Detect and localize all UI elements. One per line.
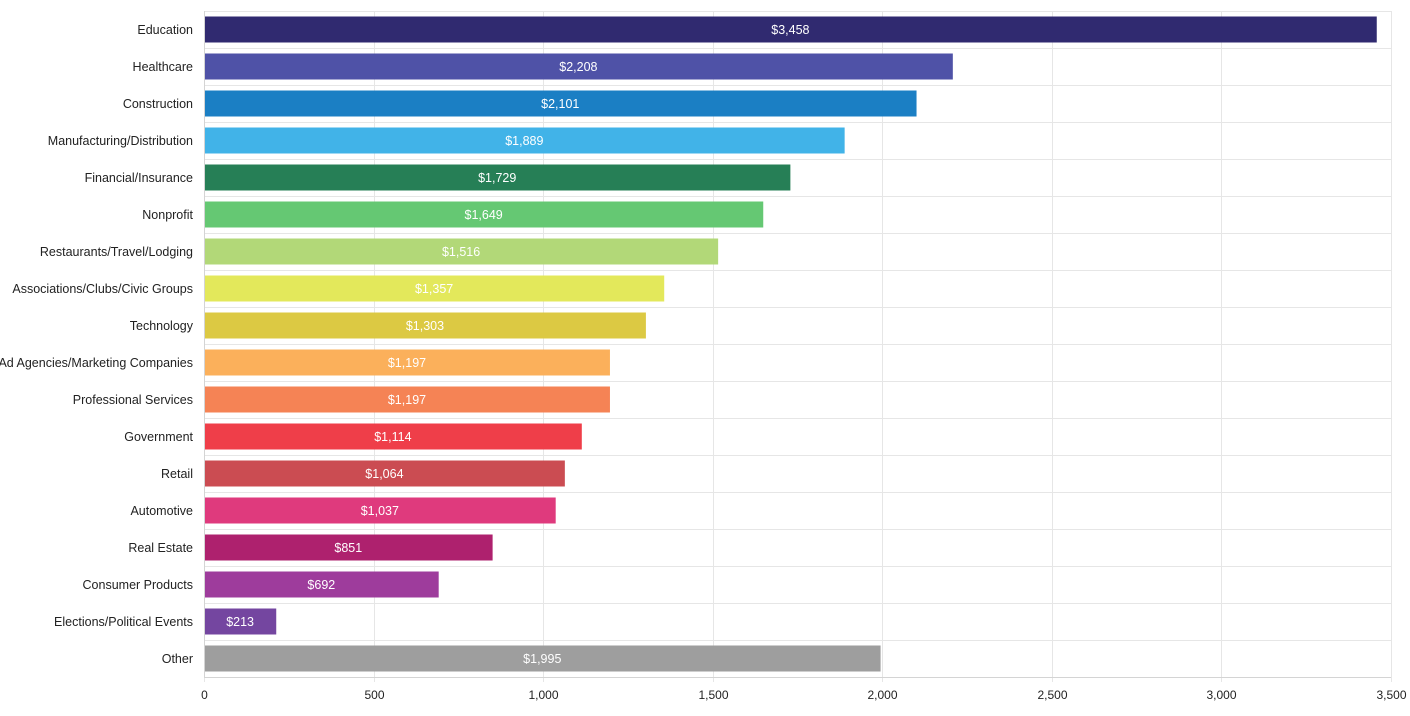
bar-education[interactable] <box>204 16 1377 43</box>
data-label: $1,889 <box>505 134 543 148</box>
data-label: $1,995 <box>523 652 561 666</box>
data-label: $1,649 <box>465 208 503 222</box>
bar-professional-services[interactable] <box>204 386 610 413</box>
bar-manufacturing-distribution[interactable] <box>204 127 845 154</box>
data-label: $1,037 <box>361 504 399 518</box>
bars <box>204 16 1377 672</box>
category-label: Government <box>124 430 193 444</box>
x-tick-label: 3,000 <box>1206 688 1236 702</box>
category-label: Consumer Products <box>83 578 193 592</box>
data-label: $692 <box>307 578 335 592</box>
data-label: $1,303 <box>406 319 444 333</box>
category-label: Real Estate <box>128 541 193 555</box>
data-label: $1,357 <box>415 282 453 296</box>
x-tick-label: 0 <box>201 688 208 702</box>
x-tick-label: 3,500 <box>1376 688 1406 702</box>
bar-other[interactable] <box>204 645 881 672</box>
category-label: Ad Agencies/Marketing Companies <box>0 356 193 370</box>
bar-real-estate[interactable] <box>204 534 493 561</box>
x-tick-label: 1,500 <box>698 688 728 702</box>
x-tick-label: 500 <box>364 688 384 702</box>
data-label: $1,114 <box>374 430 411 444</box>
bar-ad-agencies-marketing-companies[interactable] <box>204 349 610 376</box>
category-label: Retail <box>161 467 193 481</box>
bar-technology[interactable] <box>204 312 646 339</box>
category-label: Financial/Insurance <box>85 171 193 185</box>
bar-elections-political-events[interactable] <box>204 608 277 635</box>
data-label: $213 <box>226 615 254 629</box>
category-labels: Education Healthcare Construction Manufactu… <box>0 23 194 666</box>
data-label: $1,064 <box>365 467 403 481</box>
x-tick-label: 2,000 <box>867 688 897 702</box>
category-label: Automotive <box>130 504 193 518</box>
bar-automotive[interactable] <box>204 497 556 524</box>
category-label: Nonprofit <box>142 208 193 222</box>
data-label: $1,197 <box>388 356 426 370</box>
category-label: Elections/Political Events <box>54 615 193 629</box>
data-label: $1,197 <box>388 393 426 407</box>
bar-government[interactable] <box>204 423 582 450</box>
category-label: Construction <box>123 97 193 111</box>
category-label: Technology <box>130 319 194 333</box>
data-label: $2,101 <box>541 97 579 111</box>
data-label: $2,208 <box>559 60 597 74</box>
x-tick-label: 1,000 <box>528 688 558 702</box>
data-labels: $3,458 $2,208 $2,101 $1,889 $1,729 $1,649 $1,5… <box>226 23 809 666</box>
category-label: Professional Services <box>73 393 193 407</box>
category-label: Education <box>137 23 193 37</box>
bar-retail[interactable] <box>204 460 565 487</box>
bar-financial-insurance[interactable] <box>204 164 791 191</box>
data-label: $3,458 <box>771 23 809 37</box>
x-axis: 0 500 1,000 1,500 2,000 2,500 3,000 3,500 <box>201 11 1407 702</box>
category-label: Associations/Clubs/Civic Groups <box>12 282 193 296</box>
bar-nonprofit[interactable] <box>204 201 764 228</box>
bar-restaurants-travel-lodging[interactable] <box>204 238 719 265</box>
data-label: $851 <box>334 541 362 555</box>
bar-construction[interactable] <box>204 90 917 117</box>
data-label: $1,729 <box>478 171 516 185</box>
x-tick-label: 2,500 <box>1037 688 1067 702</box>
bar-healthcare[interactable] <box>204 53 953 80</box>
category-label: Restaurants/Travel/Lodging <box>40 245 193 259</box>
bar-consumer-products[interactable] <box>204 571 439 598</box>
grid <box>204 11 1392 682</box>
data-label: $1,516 <box>442 245 480 259</box>
category-label: Healthcare <box>133 60 193 74</box>
category-label: Manufacturing/Distribution <box>48 134 193 148</box>
category-label: Other <box>162 652 193 666</box>
bar-associations-clubs-civic-groups[interactable] <box>204 275 665 302</box>
